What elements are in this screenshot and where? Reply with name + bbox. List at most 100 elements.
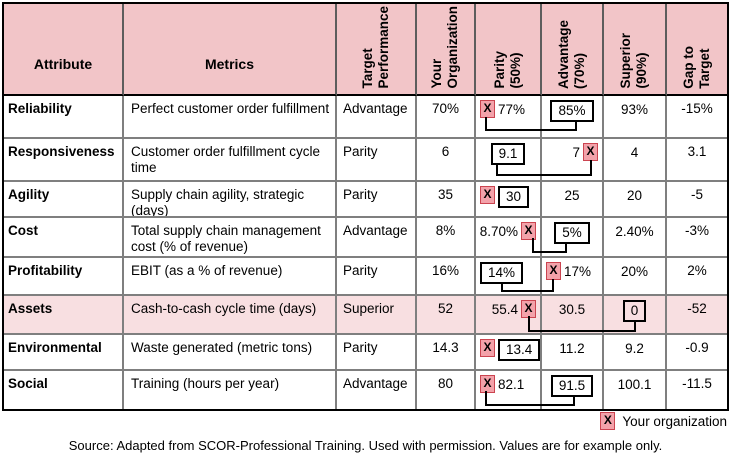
advantage-cell: 5% xyxy=(542,218,604,258)
target-performance-cell: Advantage xyxy=(337,371,417,409)
metric-value: 82.1 xyxy=(498,377,525,392)
superior-cell: 100.1 xyxy=(604,371,667,409)
superior-cell: 20 xyxy=(604,182,667,218)
target-performance-cell: Advantage xyxy=(337,218,417,258)
gap-to-target-cell: -5 xyxy=(667,182,727,218)
target-performance-cell: Parity xyxy=(337,258,417,296)
column-header-metrics: Metrics xyxy=(124,4,337,96)
attribute-cell: Environmental xyxy=(4,335,124,371)
attribute-cell: Reliability xyxy=(4,96,124,139)
attribute-cell: Assets xyxy=(4,296,124,335)
your-organization-marker: X xyxy=(600,412,616,430)
parity-cell: X 82.1 xyxy=(476,371,542,409)
attribute-cell: Cost xyxy=(4,218,124,258)
your-organization-cell: 14.3 xyxy=(417,335,476,371)
superior-cell: 2.40% xyxy=(604,218,667,258)
advantage-cell: 30.5 xyxy=(542,296,604,335)
target-performance-cell: Parity xyxy=(337,335,417,371)
advantage-cell: 11.2 xyxy=(542,335,604,371)
scor-metrics-table: Attribute Metrics Target Performance Your O… xyxy=(2,2,729,411)
metric-value: 2.40% xyxy=(615,224,654,239)
attribute-cell: Social xyxy=(4,371,124,409)
parity-cell: 8.70% X xyxy=(476,218,542,258)
your-organization-marker: X xyxy=(480,100,495,118)
legend-label: Your organization xyxy=(622,413,727,429)
metric-value: 55.4 xyxy=(491,302,518,317)
your-organization-marker: X xyxy=(480,339,495,357)
metric-cell: Cash-to-cash cycle time (days) xyxy=(124,296,337,335)
gap-to-target-cell: -3% xyxy=(667,218,727,258)
column-header-target-performance: Target Performance xyxy=(337,4,417,96)
your-organization-marker: X xyxy=(480,186,495,204)
metric-cell: Customer order fulfillment cycle time xyxy=(124,139,337,182)
metric-value: 20 xyxy=(626,188,643,203)
metric-value: 17% xyxy=(564,264,592,279)
target-performance-cell: Parity xyxy=(337,182,417,218)
metric-value: 9.1 xyxy=(490,143,526,165)
target-performance-cell: Parity xyxy=(337,139,417,182)
metric-value: 8.70% xyxy=(479,224,518,239)
gap-to-target-cell: 3.1 xyxy=(667,139,727,182)
parity-cell: 55.4 X xyxy=(476,296,542,335)
metric-value: 4 xyxy=(630,145,639,160)
parity-cell: 9.1 xyxy=(476,139,542,182)
superior-cell: 93% xyxy=(604,96,667,139)
your-organization-cell: 52 xyxy=(417,296,476,335)
metric-value: 5% xyxy=(554,222,590,244)
gap-to-target-cell: -52 xyxy=(667,296,727,335)
superior-cell: 20% xyxy=(604,258,667,296)
parity-cell: X 13.4 xyxy=(476,335,542,371)
target-performance-cell: Superior xyxy=(337,296,417,335)
your-organization-marker: X xyxy=(521,300,536,318)
your-organization-cell: 35 xyxy=(417,182,476,218)
source-note: Source: Adapted from SCOR-Professional T… xyxy=(68,438,663,453)
metric-value: 7 xyxy=(572,145,580,160)
column-header-your-organization: Your Organization xyxy=(417,4,476,96)
metric-value: 100.1 xyxy=(617,377,652,392)
column-header-superior-90-: Superior (90%) xyxy=(604,4,667,96)
parity-cell: X 77% xyxy=(476,96,542,139)
your-organization-cell: 8% xyxy=(417,218,476,258)
parity-cell: 14% xyxy=(476,258,542,296)
metric-cell: Training (hours per year) xyxy=(124,371,337,409)
metric-value: 13.4 xyxy=(498,339,540,361)
metric-value: 0 xyxy=(622,300,647,322)
metric-cell: Waste generated (metric tons) xyxy=(124,335,337,371)
metric-value: 14% xyxy=(480,262,524,284)
your-organization-cell: 70% xyxy=(417,96,476,139)
metric-cell: EBIT (as a % of revenue) xyxy=(124,258,337,296)
superior-cell: 9.2 xyxy=(604,335,667,371)
your-organization-cell: 6 xyxy=(417,139,476,182)
metric-value: 9.2 xyxy=(625,341,644,356)
gap-to-target-cell: -15% xyxy=(667,96,727,139)
your-organization-cell: 16% xyxy=(417,258,476,296)
column-header-parity-50-: Parity (50%) xyxy=(476,4,542,96)
superior-cell: 4 xyxy=(604,139,667,182)
attribute-cell: Agility xyxy=(4,182,124,218)
column-header-gap-to-target: Gap to Target xyxy=(667,4,727,96)
your-organization-cell: 80 xyxy=(417,371,476,409)
metric-value: 30 xyxy=(498,186,530,208)
your-organization-marker: X xyxy=(583,143,598,161)
metric-cell: Perfect customer order fulfillment xyxy=(124,96,337,139)
gap-to-target-cell: -0.9 xyxy=(667,335,727,371)
metric-value: 30.5 xyxy=(558,302,586,317)
parity-cell: X 30 xyxy=(476,182,542,218)
metric-value: 85% xyxy=(550,100,594,122)
gap-to-target-cell: 2% xyxy=(667,258,727,296)
column-header-attribute: Attribute xyxy=(4,4,124,96)
metric-value: 91.5 xyxy=(550,375,594,397)
gap-to-target-cell: -11.5 xyxy=(667,371,727,409)
metric-value: 11.2 xyxy=(559,341,585,356)
metric-value: 20% xyxy=(620,264,649,279)
your-organization-marker: X xyxy=(546,262,561,280)
attribute-cell: Responsiveness xyxy=(4,139,124,182)
your-organization-marker: X xyxy=(521,222,536,240)
table-grid: Attribute Metrics Target Performance Your O… xyxy=(4,4,727,409)
your-organization-marker: X xyxy=(480,375,495,393)
attribute-cell: Profitability xyxy=(4,258,124,296)
superior-cell: 0 xyxy=(604,296,667,335)
target-performance-cell: Advantage xyxy=(337,96,417,139)
advantage-cell: 25 xyxy=(542,182,604,218)
